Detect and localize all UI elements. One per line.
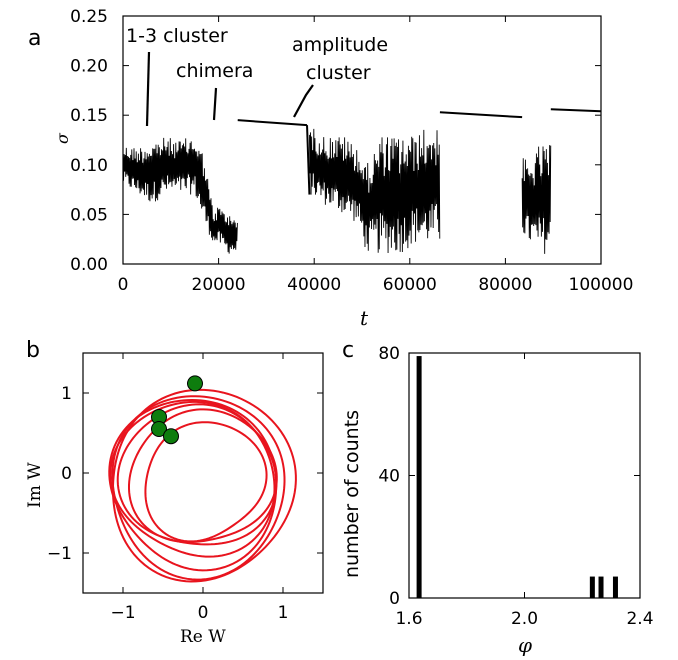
sigma-trace-plateau — [551, 109, 601, 111]
pointer-1-3-cluster — [147, 52, 149, 126]
annotation-chimera: chimera — [176, 60, 253, 82]
sigma-trace-plateau — [238, 120, 307, 125]
y-axis-label-a: σ — [53, 132, 72, 144]
x-tick-label-a: 0 — [118, 275, 129, 295]
panel-label-c: c — [342, 338, 354, 363]
y-axis-label-b: Im W — [25, 462, 45, 508]
annotation-amplitude: amplitude — [292, 34, 388, 56]
x-tick-label-a: 40000 — [287, 275, 341, 295]
plot-area-c — [417, 356, 618, 598]
histogram-bar — [417, 356, 422, 598]
y-tick-label-c: 80 — [378, 344, 400, 364]
x-tick-label-c: 1.6 — [395, 609, 422, 629]
orbit-curve — [145, 422, 266, 541]
y-tick-labels-a: 0.00 0.05 0.10 0.15 0.20 0.25 — [70, 7, 108, 275]
axis-ticks-c — [409, 353, 640, 598]
y-tick-label-a: 0.20 — [70, 57, 108, 77]
oscillator-point — [164, 429, 179, 444]
panel-b: b −1 0 1 −1 0 1 Re W Im W — [25, 338, 323, 647]
panel-label-b: b — [26, 338, 40, 363]
y-tick-label-a: 0.10 — [70, 156, 108, 176]
y-tick-label-a: 0.00 — [70, 255, 108, 275]
pointer-amplitude-cluster — [294, 85, 313, 117]
histogram-bar — [590, 577, 595, 598]
y-tick-label-a: 0.05 — [70, 205, 108, 225]
x-tick-label-a: 80000 — [478, 275, 532, 295]
y-tick-labels-c: 0 40 80 — [378, 344, 400, 609]
pointer-chimera — [214, 88, 216, 120]
x-tick-label-b: 1 — [278, 603, 289, 623]
y-tick-label-b: 0 — [61, 464, 72, 484]
histogram-bar — [599, 577, 604, 598]
orbit-curve — [112, 396, 284, 579]
panel-c: c 1.6 2.0 2.4 0 40 80 φ number of counts — [341, 338, 654, 657]
x-axis-label-c: φ — [518, 633, 532, 657]
sigma-trace-noisy — [522, 145, 551, 254]
axes-frame-c — [409, 353, 640, 598]
annotation-1-3-cluster: 1-3 cluster — [126, 25, 228, 47]
y-tick-label-b: −1 — [47, 544, 72, 564]
panel-label-a: a — [28, 26, 41, 51]
panel-a: a 0.00 0.05 0.10 0.15 0.20 0.25 0 20000 40000 60… — [28, 7, 633, 330]
y-tick-label-a: 0.15 — [70, 106, 108, 126]
sigma-trace-noisy — [309, 129, 439, 253]
y-axis-label-c: number of counts — [341, 410, 363, 578]
y-tick-label-a: 0.25 — [70, 7, 108, 27]
x-tick-labels-b: −1 0 1 — [110, 603, 288, 623]
x-tick-label-c: 2.0 — [511, 609, 538, 629]
x-axis-label-a: t — [360, 306, 369, 330]
plot-area-a — [123, 109, 601, 254]
oscillator-point — [188, 376, 203, 391]
x-tick-label-a: 60000 — [383, 275, 437, 295]
x-tick-label-b: −1 — [110, 603, 135, 623]
plot-area-b — [109, 376, 296, 582]
y-tick-label-b: 1 — [61, 384, 72, 404]
y-tick-labels-b: −1 0 1 — [47, 384, 72, 564]
histogram-bar — [613, 577, 618, 598]
y-tick-label-c: 0 — [389, 589, 400, 609]
x-tick-labels-a: 0 20000 40000 60000 80000 100000 — [118, 275, 634, 295]
x-tick-labels-c: 1.6 2.0 2.4 — [395, 609, 653, 629]
x-axis-label-b: Re W — [180, 627, 226, 647]
x-tick-label-c: 2.4 — [626, 609, 653, 629]
y-tick-label-c: 40 — [378, 467, 400, 487]
x-tick-label-a: 100000 — [569, 275, 634, 295]
sigma-trace-plateau — [440, 112, 522, 117]
annotation-cluster: cluster — [306, 62, 371, 84]
x-tick-label-a: 20000 — [192, 275, 246, 295]
x-tick-label-b: 0 — [198, 603, 209, 623]
sigma-trace-noisy — [123, 138, 237, 254]
